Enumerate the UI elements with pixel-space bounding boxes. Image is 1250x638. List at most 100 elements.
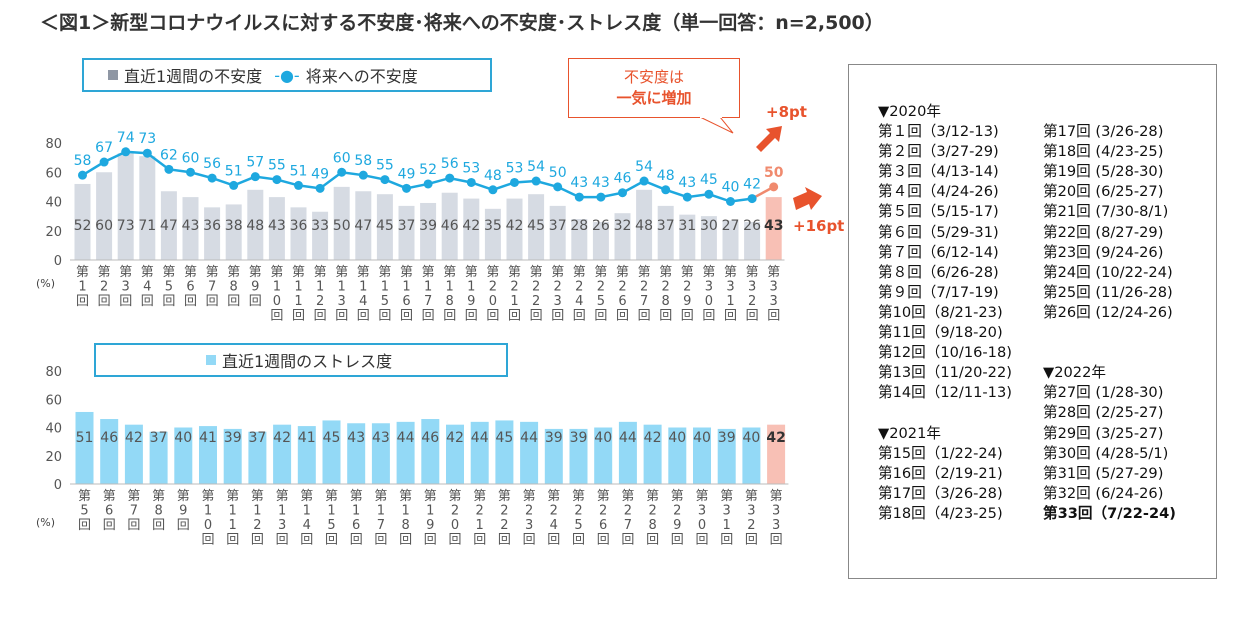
x-tick-label: 第 bbox=[547, 489, 560, 504]
x-tick-label: 6 bbox=[618, 294, 626, 309]
x-tick-label: 7 bbox=[130, 504, 138, 519]
arrow-up-label: +8pt bbox=[766, 103, 807, 121]
x-tick-label: 第 bbox=[573, 265, 586, 280]
x-tick-label: 第 bbox=[276, 489, 289, 504]
bar-value-label: 43 bbox=[764, 218, 783, 234]
x-tick-label: 第 bbox=[400, 265, 413, 280]
x-tick-label: 回 bbox=[659, 309, 672, 324]
bar-value-label: 43 bbox=[268, 218, 286, 234]
line-point bbox=[337, 167, 347, 177]
line-point bbox=[164, 164, 174, 174]
bar bbox=[420, 202, 437, 260]
bar-value-label: 40 bbox=[668, 430, 686, 446]
bar bbox=[124, 424, 143, 484]
x-tick-label: 3 bbox=[772, 504, 780, 519]
bar bbox=[225, 204, 242, 260]
schedule-col-1: ▼2020年 第１回（3/12-13) 第２回（3/27-29) 第３回（4/13-1… bbox=[878, 102, 1012, 524]
x-tick-label: 7 bbox=[424, 294, 432, 309]
x-tick-label: 第 bbox=[378, 265, 391, 280]
x-tick-label: 2 bbox=[316, 294, 324, 309]
x-tick-label: 4 bbox=[575, 294, 583, 309]
x-tick-label: 第 bbox=[659, 265, 672, 280]
x-tick-label: 第 bbox=[498, 489, 511, 504]
x-tick-label: 7 bbox=[640, 294, 648, 309]
legend-grey-swatch bbox=[108, 70, 118, 80]
x-tick-label: 7 bbox=[377, 518, 385, 533]
x-tick-label: 2 bbox=[554, 280, 562, 295]
bar-value-label: 37 bbox=[150, 430, 168, 446]
bar bbox=[767, 424, 786, 484]
x-tick-label: 2 bbox=[683, 280, 691, 295]
y-tick-label: 60 bbox=[45, 166, 62, 181]
line-point bbox=[618, 188, 627, 198]
bar bbox=[742, 427, 761, 484]
x-tick-label: 第 bbox=[597, 489, 610, 504]
x-tick-label: 6 bbox=[402, 294, 410, 309]
line-point bbox=[380, 175, 390, 185]
x-tick-label: 3 bbox=[770, 294, 778, 309]
x-tick-label: 第 bbox=[399, 489, 412, 504]
legend-stress-label: 直近1週間のストレス度 bbox=[222, 352, 393, 371]
x-tick-label: 第 bbox=[720, 489, 733, 504]
line-point-label: 56 bbox=[441, 156, 459, 172]
bar-value-label: 38 bbox=[225, 218, 243, 234]
legend-bar-label: 直近1週間の不安度 bbox=[124, 67, 263, 86]
y-tick-label: 40 bbox=[45, 196, 62, 211]
x-tick-label: 回 bbox=[78, 518, 91, 533]
bar bbox=[273, 424, 292, 484]
x-tick-label: 1 bbox=[229, 518, 237, 533]
x-tick-label: 第 bbox=[152, 489, 165, 504]
bar bbox=[290, 207, 307, 260]
x-tick-label: 2 bbox=[640, 280, 648, 295]
x-tick-label: 5 bbox=[597, 294, 605, 309]
bar-value-label: 45 bbox=[323, 430, 341, 446]
x-tick-label: 1 bbox=[253, 504, 261, 519]
line-point bbox=[445, 173, 455, 183]
bar bbox=[74, 183, 91, 260]
x-tick-label: 回 bbox=[724, 309, 737, 324]
schedule-item: 第15回（1/22-24) bbox=[878, 444, 1003, 462]
bar bbox=[223, 428, 242, 484]
x-tick-label: 1 bbox=[352, 504, 360, 519]
x-tick-label: 第 bbox=[300, 489, 313, 504]
x-tick-label: 3 bbox=[554, 294, 562, 309]
line-point-label: 57 bbox=[246, 155, 264, 171]
x-tick-label: 2 bbox=[748, 294, 756, 309]
x-tick-label: 6 bbox=[599, 518, 607, 533]
bar bbox=[744, 221, 761, 260]
line-point-label: 49 bbox=[311, 166, 329, 182]
x-tick-label: 2 bbox=[575, 280, 583, 295]
x-tick-label: 1 bbox=[359, 280, 367, 295]
x-tick-label: 5 bbox=[381, 294, 389, 309]
line-point bbox=[639, 176, 649, 186]
bar-value-label: 30 bbox=[700, 218, 718, 234]
x-tick-label: 回 bbox=[424, 533, 437, 548]
schedule-item: ▼2021年 bbox=[878, 424, 941, 442]
bar-value-label: 39 bbox=[419, 218, 437, 234]
bar bbox=[174, 427, 193, 484]
x-tick-label: 回 bbox=[770, 533, 783, 548]
bar bbox=[569, 428, 588, 484]
bar bbox=[722, 220, 739, 260]
x-tick-label: 第 bbox=[357, 265, 370, 280]
x-tick-label: 2 bbox=[500, 518, 508, 533]
x-tick-label: 3 bbox=[338, 294, 346, 309]
bar bbox=[594, 427, 613, 484]
schedule-item: 第28回 (2/25-27) bbox=[1043, 404, 1164, 422]
x-tick-label: 回 bbox=[184, 294, 197, 309]
bar bbox=[506, 198, 523, 260]
line-point-label: 48 bbox=[657, 168, 675, 184]
line-point bbox=[186, 167, 195, 177]
bar-value-label: 27 bbox=[722, 218, 740, 234]
schedule-item: ▼2020年 bbox=[878, 103, 941, 120]
schedule-item: 第30回 (4/28-5/1) bbox=[1043, 444, 1169, 462]
line-point-label: 73 bbox=[138, 131, 156, 147]
bar bbox=[421, 419, 440, 484]
x-tick-label: 1 bbox=[726, 294, 734, 309]
bar bbox=[75, 411, 94, 484]
x-tick-label: 0 bbox=[489, 294, 497, 309]
x-tick-label: 回 bbox=[573, 309, 586, 324]
x-tick-label: 回 bbox=[399, 533, 412, 548]
line-point-label: 58 bbox=[354, 153, 372, 169]
schedule-item: 第４回（4/24-26) bbox=[878, 183, 999, 201]
